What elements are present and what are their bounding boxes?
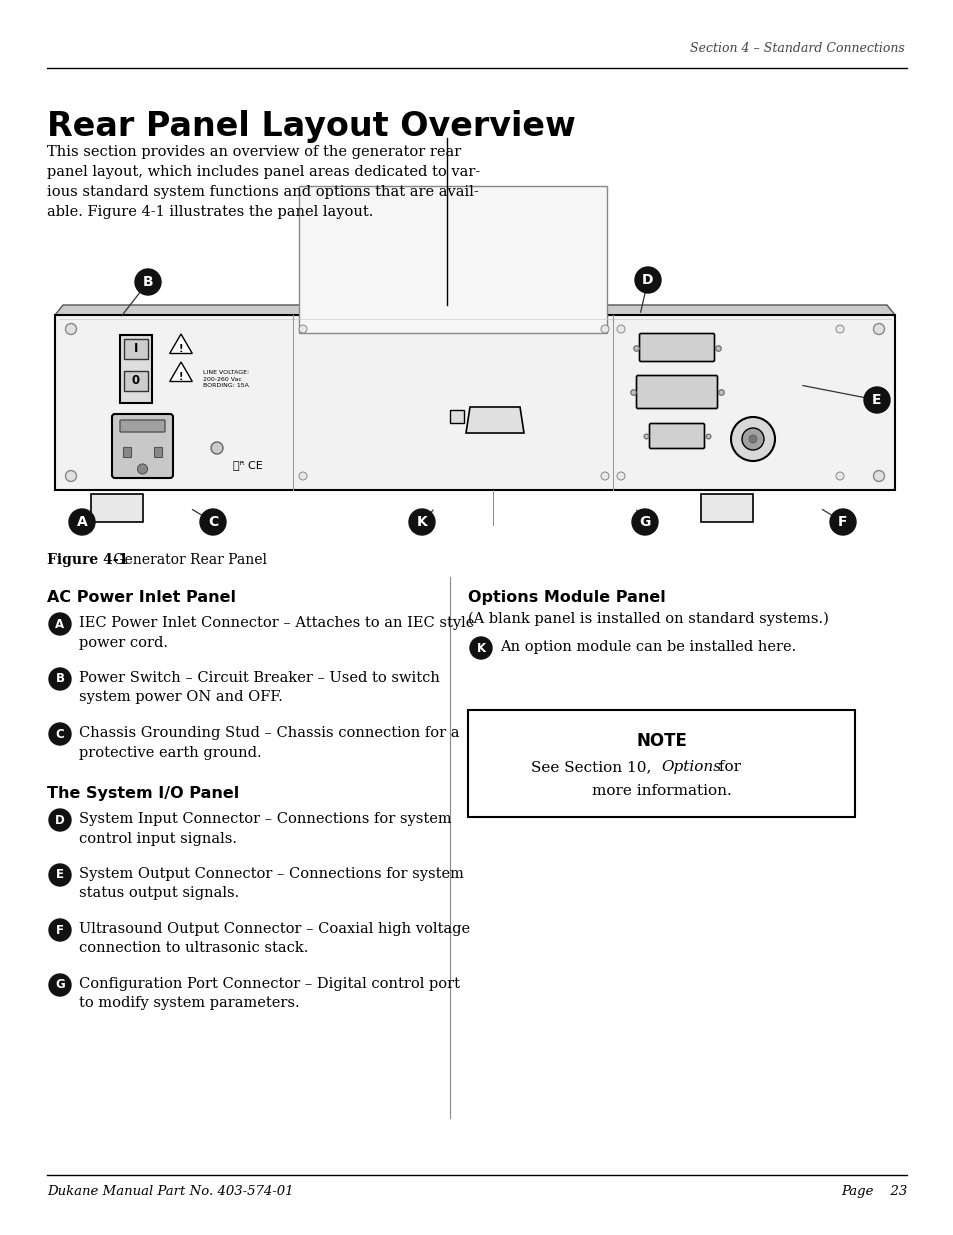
Text: D: D — [55, 814, 65, 826]
Circle shape — [135, 269, 161, 295]
Bar — [298, 186, 606, 333]
Text: B: B — [55, 673, 65, 685]
Circle shape — [730, 417, 774, 461]
Circle shape — [49, 613, 71, 635]
Text: K: K — [476, 641, 485, 655]
Circle shape — [49, 722, 71, 745]
Text: C: C — [55, 727, 64, 741]
Text: Generator Rear Panel: Generator Rear Panel — [109, 553, 267, 567]
Bar — [450, 410, 463, 424]
Circle shape — [200, 509, 226, 535]
Text: Ⓟᴿ CE: Ⓟᴿ CE — [233, 459, 262, 471]
Text: Chassis Grounding Stud – Chassis connection for a
protective earth ground.: Chassis Grounding Stud – Chassis connect… — [79, 726, 459, 760]
Text: See Section 10,: See Section 10, — [531, 760, 660, 774]
Circle shape — [470, 637, 492, 659]
Text: K: K — [416, 515, 427, 529]
Text: System Input Connector – Connections for system
control input signals.: System Input Connector – Connections for… — [79, 811, 451, 846]
Text: An option module can be installed here.: An option module can be installed here. — [499, 640, 796, 655]
Circle shape — [835, 325, 843, 333]
FancyBboxPatch shape — [649, 424, 703, 448]
Text: System Output Connector – Connections for system
status output signals.: System Output Connector – Connections fo… — [79, 867, 463, 900]
Text: Section 4 – Standard Connections: Section 4 – Standard Connections — [690, 42, 904, 56]
Circle shape — [49, 919, 71, 941]
Text: The System I/O Panel: The System I/O Panel — [47, 785, 239, 802]
Text: (A blank panel is installed on standard systems.): (A blank panel is installed on standard … — [468, 613, 828, 626]
FancyBboxPatch shape — [112, 414, 172, 478]
Circle shape — [631, 509, 658, 535]
Text: 0: 0 — [132, 374, 140, 388]
Text: more information.: more information. — [591, 784, 731, 798]
Circle shape — [66, 324, 76, 335]
Circle shape — [873, 471, 883, 482]
Bar — [91, 494, 143, 522]
Circle shape — [617, 325, 624, 333]
Circle shape — [863, 387, 889, 412]
Bar — [124, 370, 148, 391]
Circle shape — [409, 509, 435, 535]
Circle shape — [49, 809, 71, 831]
Circle shape — [600, 472, 608, 480]
Text: Configuration Port Connector – Digital control port
to modify system parameters.: Configuration Port Connector – Digital c… — [79, 977, 459, 1010]
FancyBboxPatch shape — [636, 375, 717, 409]
Text: NOTE: NOTE — [636, 732, 686, 750]
Circle shape — [49, 864, 71, 885]
Circle shape — [298, 472, 307, 480]
Circle shape — [635, 267, 660, 293]
Bar — [468, 710, 854, 818]
Text: Ultrasound Output Connector – Coaxial high voltage
connection to ultrasonic stac: Ultrasound Output Connector – Coaxial hi… — [79, 923, 470, 956]
Bar — [153, 447, 162, 457]
Text: C: C — [208, 515, 218, 529]
Text: Dukane Manual Part No. 403-574-01: Dukane Manual Part No. 403-574-01 — [47, 1186, 294, 1198]
Text: AC Power Inlet Panel: AC Power Inlet Panel — [47, 590, 235, 605]
Circle shape — [49, 668, 71, 690]
Text: Power Switch – Circuit Breaker – Used to switch
system power ON and OFF.: Power Switch – Circuit Breaker – Used to… — [79, 671, 439, 704]
Polygon shape — [465, 408, 523, 433]
Circle shape — [741, 429, 763, 450]
FancyBboxPatch shape — [639, 333, 714, 362]
Text: Rear Panel Layout Overview: Rear Panel Layout Overview — [47, 110, 576, 143]
Bar — [700, 494, 752, 522]
Circle shape — [211, 442, 223, 454]
Circle shape — [829, 509, 855, 535]
Text: D: D — [641, 273, 653, 287]
Text: A: A — [76, 515, 88, 529]
Text: LINE VOLTAGE:
200-260 Vac
BORDING: 15A: LINE VOLTAGE: 200-260 Vac BORDING: 15A — [203, 370, 249, 388]
Text: E: E — [56, 868, 64, 882]
Circle shape — [49, 974, 71, 995]
Circle shape — [748, 435, 757, 443]
Polygon shape — [55, 305, 894, 315]
Text: !: ! — [178, 372, 183, 382]
Polygon shape — [170, 362, 193, 382]
Circle shape — [298, 325, 307, 333]
Text: Options: Options — [660, 760, 720, 774]
Text: G: G — [639, 515, 650, 529]
Text: IEC Power Inlet Connector – Attaches to an IEC style
power cord.: IEC Power Inlet Connector – Attaches to … — [79, 616, 474, 650]
Circle shape — [600, 325, 608, 333]
Text: I: I — [133, 342, 138, 356]
Text: Figure 4‑1: Figure 4‑1 — [47, 553, 128, 567]
Bar — [55, 315, 894, 490]
Text: F: F — [838, 515, 847, 529]
Polygon shape — [170, 333, 193, 353]
FancyBboxPatch shape — [120, 420, 165, 432]
Circle shape — [617, 472, 624, 480]
Bar — [124, 338, 148, 359]
Circle shape — [66, 471, 76, 482]
Circle shape — [137, 464, 148, 474]
Text: A: A — [55, 618, 65, 631]
Bar — [120, 335, 152, 403]
Text: Options Module Panel: Options Module Panel — [468, 590, 665, 605]
Text: !: ! — [178, 345, 183, 354]
Text: Page    23: Page 23 — [840, 1186, 906, 1198]
Bar — [123, 447, 131, 457]
Text: for: for — [714, 760, 740, 774]
Circle shape — [835, 472, 843, 480]
Text: B: B — [143, 275, 153, 289]
Text: This section provides an overview of the generator rear
panel layout, which incl: This section provides an overview of the… — [47, 144, 479, 219]
Text: F: F — [56, 924, 64, 936]
Text: G: G — [55, 978, 65, 992]
Circle shape — [873, 324, 883, 335]
Circle shape — [69, 509, 95, 535]
Text: E: E — [871, 393, 881, 408]
